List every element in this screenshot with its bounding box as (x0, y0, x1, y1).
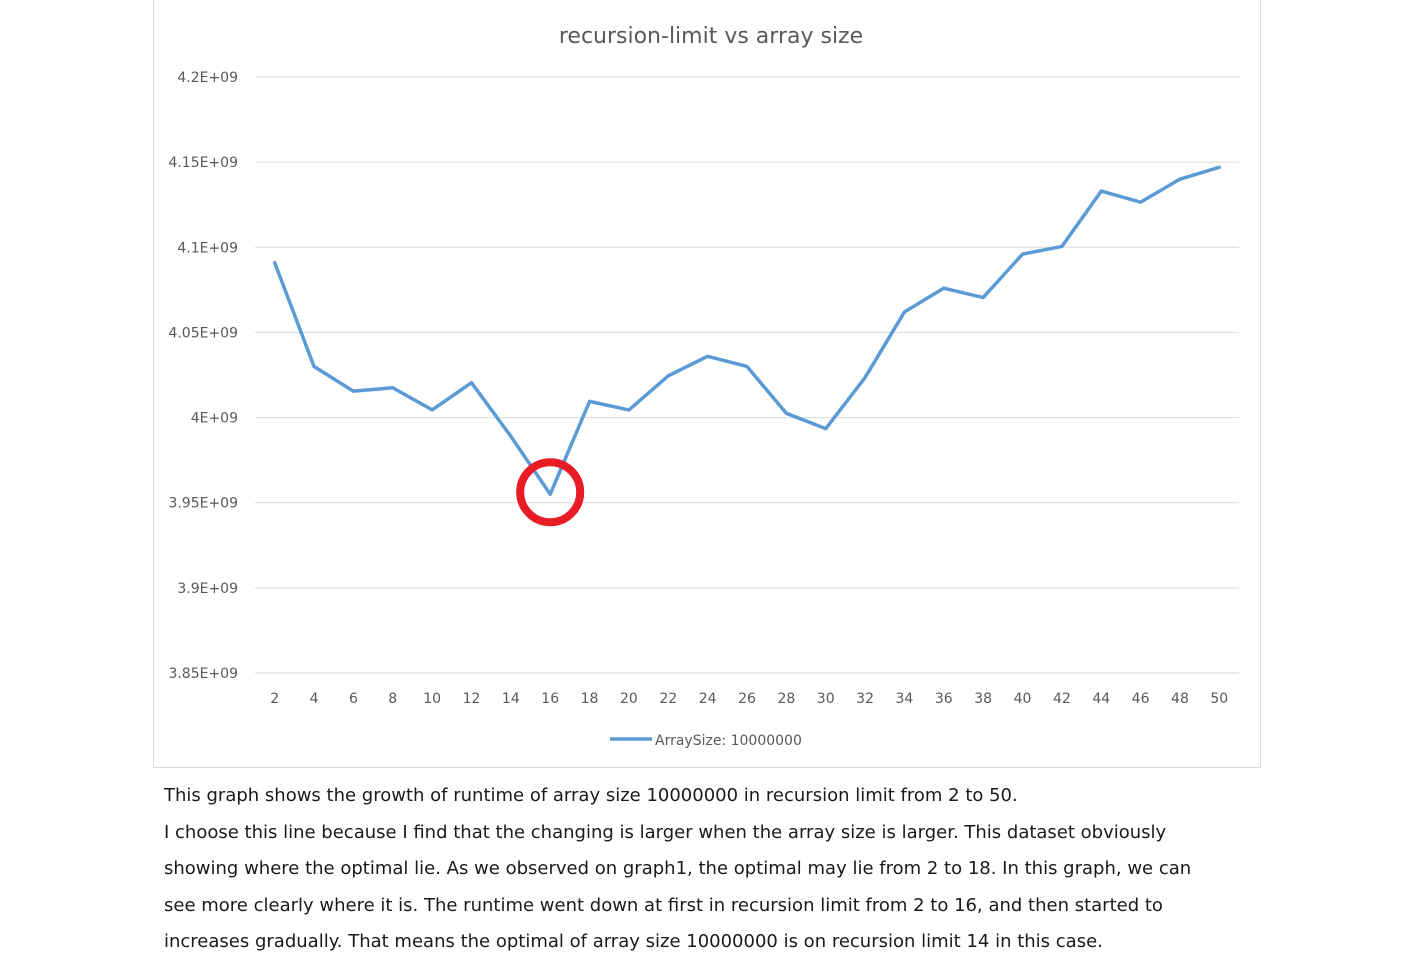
x-tick-label: 6 (349, 691, 358, 707)
x-tick-label: 46 (1132, 691, 1150, 707)
data-point (981, 296, 985, 300)
data-point (588, 399, 592, 403)
data-point (391, 386, 395, 390)
data-point (942, 286, 946, 290)
caption-line: increases gradually. That means the opti… (164, 931, 1103, 952)
legend: ArraySize: 10000000 (610, 733, 802, 749)
x-tick-label: 22 (659, 691, 677, 707)
series-group (272, 165, 1222, 496)
annotation-group (516, 458, 585, 527)
x-tick-label: 34 (896, 691, 914, 707)
x-tick-label: 26 (738, 691, 756, 707)
x-tick-label: 32 (856, 691, 874, 707)
data-point (1217, 165, 1221, 169)
x-tick-label: 10 (423, 691, 441, 707)
series-line (272, 165, 1222, 496)
data-point (1139, 200, 1143, 204)
x-axis-ticks: 2 4 6 8 10 12 14 16 18 20 22 24 26 28 30 32 34 36 38 40 42 44… (270, 691, 1228, 707)
data-point (351, 389, 355, 393)
caption-line: This graph shows the growth of runtime o… (164, 785, 1018, 806)
data-point (430, 408, 434, 412)
y-tick-label: 3.85E+09 (168, 666, 238, 682)
caption: This graph shows the growth of runtime o… (164, 778, 1254, 961)
y-tick-label: 4.2E+09 (177, 70, 238, 86)
data-point (863, 376, 867, 380)
data-point (706, 354, 710, 358)
x-tick-label: 14 (502, 691, 520, 707)
x-tick-label: 12 (463, 691, 481, 707)
x-tick-label: 30 (817, 691, 835, 707)
data-point (1021, 252, 1025, 256)
annotation-circle (516, 458, 585, 527)
caption-line: see more clearly where it is. The runtim… (164, 894, 1163, 916)
x-tick-label: 2 (270, 691, 279, 707)
data-point (824, 427, 828, 431)
x-tick-label: 40 (1014, 691, 1032, 707)
x-tick-label: 50 (1210, 691, 1228, 707)
chart-title: recursion-limit vs array size (559, 24, 863, 49)
data-point (273, 261, 277, 265)
x-tick-label: 18 (581, 691, 599, 707)
caption-line: I choose this line because I find that t… (164, 821, 1167, 843)
y-tick-label: 4.15E+09 (168, 155, 238, 171)
x-tick-label: 16 (541, 691, 559, 707)
y-tick-label: 3.95E+09 (168, 496, 238, 512)
x-tick-label: 20 (620, 691, 638, 707)
line-chart: recursion-limit vs array size 3.85E+093.… (168, 24, 1239, 749)
data-point (666, 374, 670, 378)
x-tick-label: 28 (777, 691, 795, 707)
x-tick-label: 24 (699, 691, 717, 707)
caption-line: showing where the optimal lie. As we obs… (164, 858, 1192, 879)
gridlines (255, 76, 1239, 674)
x-tick-label: 4 (310, 691, 319, 707)
data-point (312, 364, 316, 368)
x-tick-label: 36 (935, 691, 953, 707)
data-point (1178, 177, 1182, 181)
y-tick-label: 4E+09 (191, 411, 238, 427)
y-tick-label: 4.1E+09 (177, 240, 238, 256)
data-point (1099, 189, 1103, 193)
data-point (784, 411, 788, 415)
data-point (902, 310, 906, 314)
x-tick-label: 44 (1092, 691, 1110, 707)
data-point (548, 492, 552, 496)
data-point (469, 381, 473, 385)
y-axis-ticks: 3.85E+09 3.9E+09 3.95E+09 4E+09 4.05E+09 4.1E… (168, 70, 238, 682)
x-tick-label: 48 (1171, 691, 1189, 707)
y-tick-label: 4.05E+09 (168, 325, 238, 341)
x-tick-label: 42 (1053, 691, 1071, 707)
data-point (509, 434, 513, 438)
chart-frame (153, 0, 1261, 768)
data-point (627, 408, 631, 412)
x-tick-label: 38 (974, 691, 992, 707)
y-tick-label: 3.9E+09 (177, 581, 238, 597)
x-tick-label: 8 (388, 691, 397, 707)
data-point (745, 364, 749, 368)
data-point (1060, 244, 1064, 248)
legend-label: ArraySize: 10000000 (655, 733, 802, 749)
